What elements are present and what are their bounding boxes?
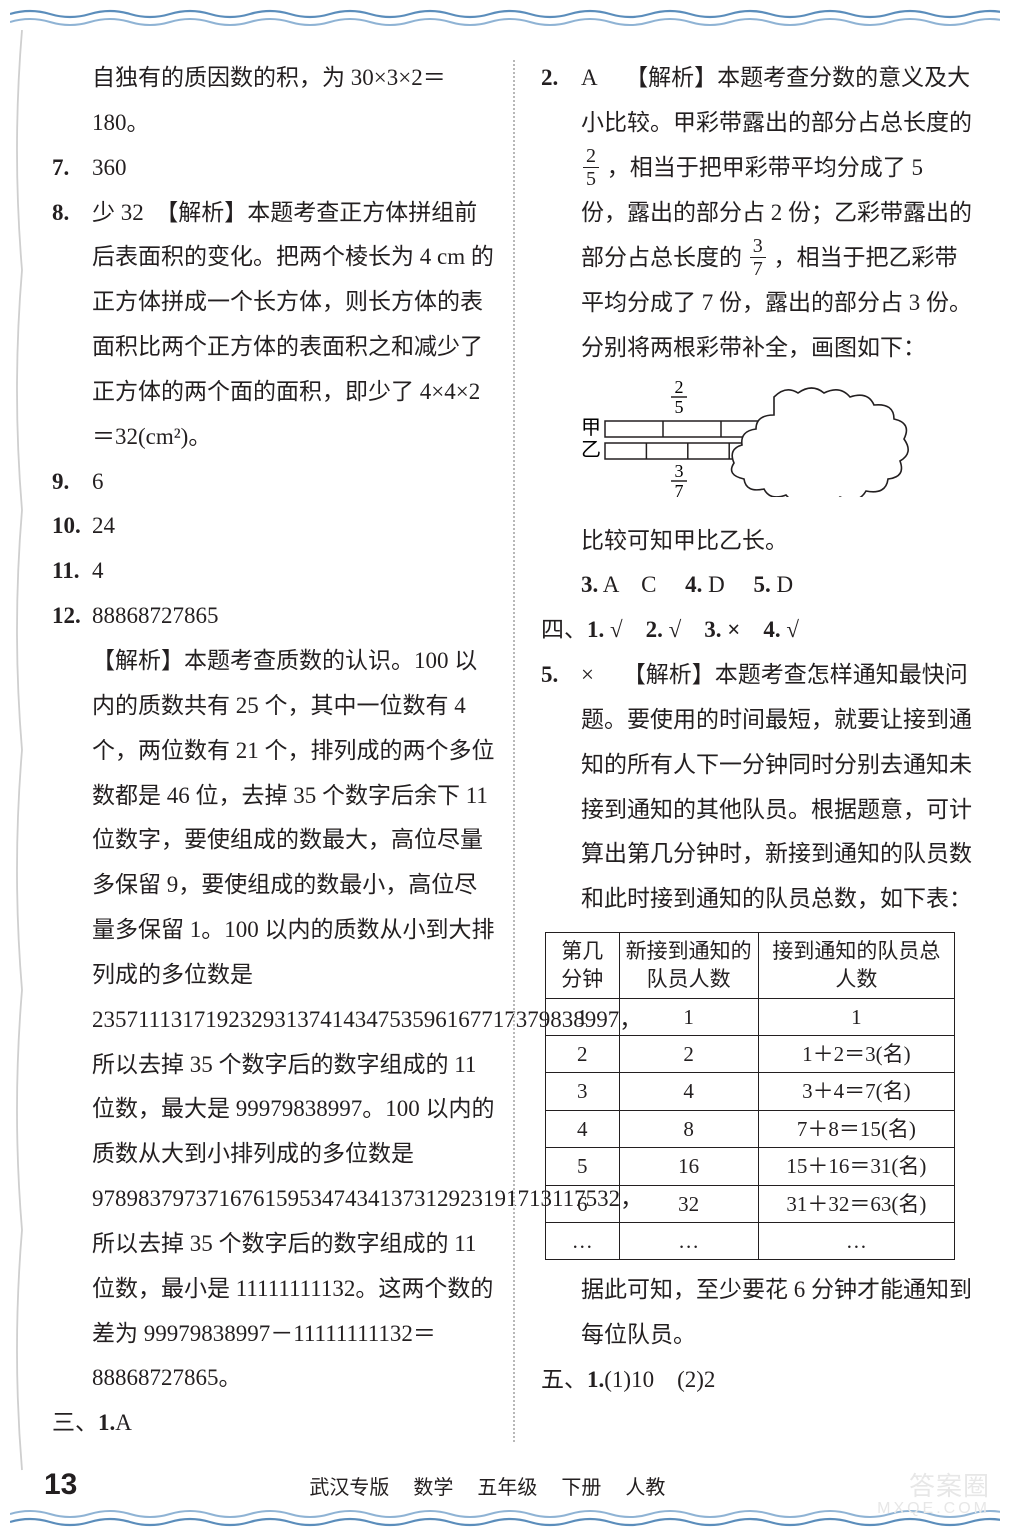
page: 自独有的质因数的积，为 30×3×2＝180。 7.360 8.少 32 【解析…: [0, 0, 1010, 1536]
watermark: 答案圈 MXQE.COM: [877, 1472, 990, 1518]
table-row: 221＋2＝3(名): [546, 1036, 955, 1073]
q7-answer: 360: [92, 146, 495, 191]
sec3-q1-answer: A: [115, 1401, 132, 1446]
section-4-label: 四、1. √ 2. √ 3. × 4. √: [541, 608, 799, 653]
q9: 9.6: [52, 460, 495, 505]
q2-body: A 【解析】本题考查分数的意义及大小比较。甲彩带露出的部分占总长度的 25 ，相…: [581, 56, 974, 371]
table-row: 63231＋32＝63(名): [546, 1185, 955, 1222]
table-cell: …: [758, 1222, 954, 1259]
q9-answer: 6: [92, 460, 495, 505]
sec5-q1-answer: (1)10 (2)2: [604, 1358, 715, 1403]
page-footer: 13 武汉专版 数学 五年级 下册 人教: [0, 1468, 1010, 1502]
wave-border-top: [10, 8, 1000, 28]
table-cell: 8: [619, 1110, 758, 1147]
table-cell: 32: [619, 1185, 758, 1222]
table-row: ………: [546, 1222, 955, 1259]
q12: 12.88868727865: [52, 594, 495, 639]
ribbon-diagram: 2 5 甲 乙: [549, 377, 929, 513]
section-3: 三、1. A: [52, 1401, 495, 1446]
sec4-q5-tail: 据此可知，至少要花 6 分钟才能通知到每位队员。: [541, 1268, 974, 1358]
svg-text:7: 7: [675, 481, 684, 497]
q3-5-row: 3. A C 4. D 5. D: [541, 563, 974, 608]
q10-answer: 24: [92, 504, 495, 549]
wave-border-bottom: [10, 1508, 1000, 1528]
q12-answer: 88868727865: [92, 594, 495, 639]
table-cell: …: [619, 1222, 758, 1259]
table-header-cell: 接到通知的队员总人数: [758, 933, 954, 999]
table-cell: 1: [758, 998, 954, 1035]
spine-decoration: [8, 30, 30, 1506]
section-5: 五、1. (1)10 (2)2: [541, 1358, 974, 1403]
q6-continuation: 自独有的质因数的积，为 30×3×2＝180。: [52, 56, 495, 146]
footer-meta-item: 下册: [561, 1477, 601, 1499]
svg-text:5: 5: [675, 397, 684, 417]
table-header-cell: 第几分钟: [546, 933, 620, 999]
table-row: 51615＋16＝31(名): [546, 1148, 955, 1185]
table-cell: 2: [546, 1036, 620, 1073]
q7: 7.360: [52, 146, 495, 191]
content-columns: 自独有的质因数的积，为 30×3×2＝180。 7.360 8.少 32 【解析…: [46, 56, 980, 1446]
footer-meta: 武汉专版 数学 五年级 下册 人教: [297, 1471, 677, 1500]
table-cell: 6: [546, 1185, 620, 1222]
table-cell: 2: [619, 1036, 758, 1073]
table-cell: 5: [546, 1148, 620, 1185]
table-cell: 15＋16＝31(名): [758, 1148, 954, 1185]
section-5-label: 五、1.: [541, 1358, 604, 1403]
table-cell: 3: [546, 1073, 620, 1110]
fraction-2-5: 25: [583, 146, 599, 189]
footer-meta-item: 数学: [413, 1477, 453, 1499]
svg-text:乙: 乙: [581, 439, 601, 461]
table-row: 487＋8＝15(名): [546, 1110, 955, 1147]
q11-answer: 4: [92, 549, 495, 594]
table-cell: 4: [619, 1073, 758, 1110]
q10: 10.24: [52, 504, 495, 549]
footer-meta-item: 五年级: [477, 1477, 537, 1499]
svg-text:甲: 甲: [581, 417, 601, 439]
table-cell: …: [546, 1222, 620, 1259]
table-cell: 7＋8＝15(名): [758, 1110, 954, 1147]
sec4-q5: 5. × 【解析】本题考查怎样通知最快问题。要使用的时间最短，就要让接到通知的所…: [541, 653, 974, 922]
table-cell: 3＋4＝7(名): [758, 1073, 954, 1110]
svg-text:2: 2: [675, 377, 684, 397]
fraction-3-7: 37: [750, 236, 766, 279]
table-cell: 31＋32＝63(名): [758, 1185, 954, 1222]
table-row: 343＋4＝7(名): [546, 1073, 955, 1110]
table-cell: 4: [546, 1110, 620, 1147]
footer-meta-item: 人教: [625, 1477, 665, 1499]
q2: 2. A 【解析】本题考查分数的意义及大小比较。甲彩带露出的部分占总长度的 25…: [541, 56, 974, 371]
table-cell: 1＋2＝3(名): [758, 1036, 954, 1073]
right-column: 2. A 【解析】本题考查分数的意义及大小比较。甲彩带露出的部分占总长度的 25…: [515, 56, 980, 1446]
table-row: 111: [546, 998, 955, 1035]
page-number: 13: [44, 1468, 77, 1502]
table-cell: 1: [546, 998, 620, 1035]
section-3-label: 三、1.: [52, 1401, 115, 1446]
q8: 8.少 32 【解析】本题考查正方体拼组前后表面积的变化。把两个棱长为 4 cm…: [52, 191, 495, 460]
section-4: 四、1. √ 2. √ 3. × 4. √: [541, 608, 974, 653]
q12-analysis: 【解析】本题考查质数的认识。100 以内的质数共有 25 个，其中一位数有 4 …: [52, 639, 495, 1401]
footer-meta-item: 武汉专版: [309, 1477, 389, 1499]
q2-conclusion: 比较可知甲比乙长。: [541, 519, 974, 564]
table-header-cell: 新接到通知的队员人数: [619, 933, 758, 999]
left-column: 自独有的质因数的积，为 30×3×2＝180。 7.360 8.少 32 【解析…: [46, 56, 513, 1446]
q11: 11.4: [52, 549, 495, 594]
q8-body: 少 32 【解析】本题考查正方体拼组前后表面积的变化。把两个棱长为 4 cm 的…: [92, 191, 495, 460]
table-cell: 16: [619, 1148, 758, 1185]
svg-text:3: 3: [675, 461, 684, 481]
table-cell: 1: [619, 998, 758, 1035]
notification-table: 第几分钟新接到通知的队员人数接到通知的队员总人数 111221＋2＝3(名)34…: [545, 932, 955, 1260]
